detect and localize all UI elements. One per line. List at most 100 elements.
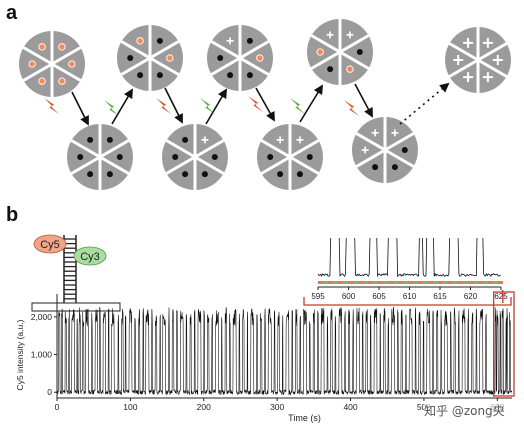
wheel-divider <box>165 139 196 159</box>
wheel-divider <box>165 155 196 175</box>
inset-x-tick-label: 610 <box>403 292 417 301</box>
dark-dye-dot <box>87 136 94 143</box>
inset-red-segment <box>318 281 323 284</box>
wheel-1 <box>19 31 85 97</box>
x-tick-label: 300 <box>270 402 284 412</box>
wheel-divider <box>477 42 508 62</box>
dark-dye-dot <box>106 136 113 143</box>
dark-dye-dot <box>182 171 189 178</box>
inset-red-segment <box>398 281 403 284</box>
inset-trace-line <box>317 238 501 278</box>
fluorescent-dye-dot <box>38 43 46 51</box>
dna-duplex-schematic: Cy5 Cy3 <box>31 234 121 312</box>
wheel-divider <box>239 56 270 76</box>
panel-a-letter: a <box>6 2 18 24</box>
dark-dye-dot <box>327 66 334 73</box>
wheel-divider <box>384 132 415 152</box>
dark-dye-dot <box>172 154 179 160</box>
inset-x-tick-label: 595 <box>311 292 325 301</box>
inset-red-segment <box>348 281 353 284</box>
dark-dye-dot <box>211 154 218 160</box>
wheel-divider <box>448 42 479 62</box>
wheel-divider <box>194 155 225 175</box>
transition-arrow <box>111 88 133 125</box>
inset-red-segment <box>498 281 503 284</box>
inset-red-segment <box>488 281 493 284</box>
dark-dye-dot <box>127 55 134 61</box>
red-laser-bolt-icon <box>344 100 360 117</box>
red-laser-bolt-icon <box>44 98 60 115</box>
wheel-divider <box>149 40 180 60</box>
inset-red-segment <box>358 281 363 284</box>
fluorescent-dye-dot <box>38 77 46 85</box>
wheel-divider <box>22 46 53 66</box>
wheel-divider <box>22 62 53 82</box>
wheel-divider <box>289 155 320 175</box>
inset-x-tick-label: 600 <box>342 292 356 301</box>
x-tick-label: 400 <box>343 402 357 412</box>
wheel-divider <box>355 132 386 152</box>
wheel-5 <box>207 25 273 91</box>
wheel-divider <box>310 50 341 70</box>
inset-red-segment <box>438 281 443 284</box>
fluorescent-dye-dot <box>255 54 264 62</box>
wheel-divider <box>310 34 341 54</box>
inset-x-tick-label: 620 <box>464 292 478 301</box>
wheel-divider <box>149 56 180 76</box>
dark-dye-dot <box>227 72 234 79</box>
cy3-label: Cy3 <box>80 251 100 263</box>
inset-red-segment <box>428 281 433 284</box>
wheel-divider <box>477 58 508 78</box>
y-tick-label: 1,000 <box>31 350 53 360</box>
inset-x-tick-label: 625 <box>494 292 508 301</box>
fluorescent-dye-dot <box>28 60 37 68</box>
wheel-divider <box>448 58 479 78</box>
dotted-arrow <box>399 82 450 125</box>
fluorescent-dye-dot <box>68 60 76 68</box>
bolt-shape <box>200 98 216 115</box>
bolt-shape <box>248 96 264 113</box>
transition-arrow <box>354 83 373 118</box>
wheel-2 <box>67 124 133 190</box>
dark-dye-dot <box>77 154 84 160</box>
trace-series-line <box>56 306 513 396</box>
fluorescent-dye-dot <box>346 65 354 73</box>
transition-arrow <box>299 84 324 123</box>
transition-arrow <box>164 87 183 124</box>
wheel-divider <box>51 46 82 66</box>
inset-red-segment <box>418 281 423 284</box>
wheel-divider <box>194 139 225 159</box>
dark-dye-dot <box>182 136 189 143</box>
panel-b-letter: b <box>6 204 19 226</box>
dark-dye-dot <box>246 37 253 44</box>
x-tick-label: 0 <box>55 402 60 412</box>
dark-dye-dot <box>306 154 313 160</box>
inset-red-segment <box>448 281 453 284</box>
dark-dye-dot <box>156 37 163 44</box>
dark-dye-dot <box>356 49 363 55</box>
inset-red-segment <box>368 281 373 284</box>
bolt-shape <box>104 100 120 117</box>
wheel-4 <box>162 124 228 190</box>
wheel-8 <box>352 117 418 183</box>
wheel-9 <box>445 27 511 93</box>
fluorescent-dye-dot <box>58 43 66 51</box>
transition-arrow <box>205 88 227 125</box>
wheel-divider <box>289 139 320 159</box>
wheel-divider <box>210 40 241 60</box>
red-laser-bolt-icon <box>248 96 264 113</box>
inset-red-segment <box>458 281 463 284</box>
bolt-shape <box>156 98 172 115</box>
wheel-divider <box>384 148 415 168</box>
fluorescent-dye-dot <box>166 54 174 62</box>
fluorescent-dye-dot <box>58 77 66 85</box>
cy3-dye <box>73 246 107 266</box>
inset-red-segment <box>338 281 343 284</box>
inset-red-segment <box>478 281 483 284</box>
wheel-divider <box>355 148 386 168</box>
dark-dye-dot <box>246 72 253 79</box>
wheel-divider <box>99 155 130 175</box>
inset-x-tick-label: 605 <box>372 292 386 301</box>
bolt-shape <box>44 98 60 115</box>
wheel-divider <box>120 56 151 76</box>
